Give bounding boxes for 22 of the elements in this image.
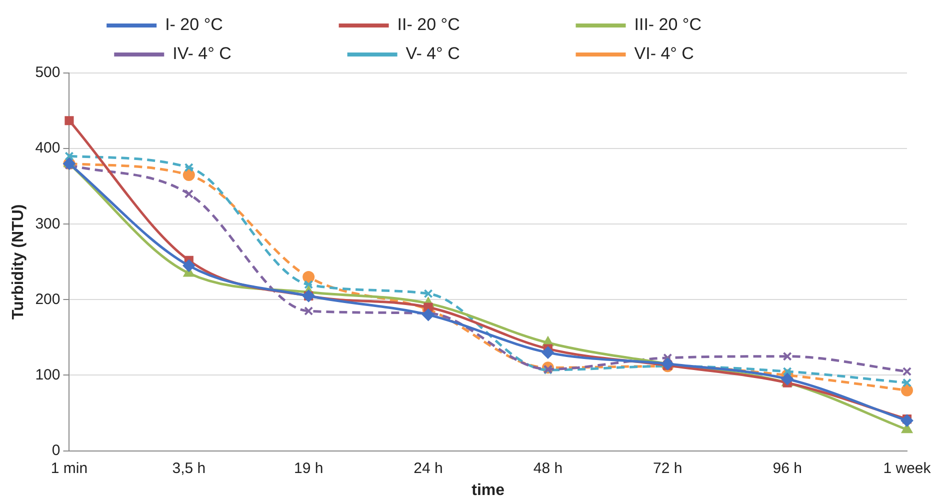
y-tick-label: 400 [35,140,60,157]
x-tick-label: 48 h [533,460,563,477]
legend-label: II- 20 °C [397,15,564,34]
y-tick-label: 300 [35,215,60,232]
legend-label: VI- 4° C [634,44,798,64]
y-tick-label: 0 [52,442,60,459]
x-tick-label: 19 h [294,460,324,477]
legend-label: V- 4° C [406,44,564,64]
x-tick-label: 3,5 h [172,460,206,477]
legend-label: I- 20 °C [165,15,327,34]
x-tick-label: 96 h [772,460,802,477]
y-tick-label: 100 [35,366,60,384]
legend-label: III- 20 °C [634,15,806,34]
x-tick-label: 1 week [883,460,932,477]
x-axis-title: time [472,482,505,499]
y-tick-label: 500 [35,64,60,82]
y-axis-title: Turbidity (NTU) [10,204,28,320]
y-tick-label: 200 [35,290,60,308]
x-tick-label: 24 h [414,460,443,477]
x-tick-label: 72 h [653,460,682,477]
legend-label: IV- 4° C [172,44,336,64]
x-tick-label: 1 min [50,460,88,477]
